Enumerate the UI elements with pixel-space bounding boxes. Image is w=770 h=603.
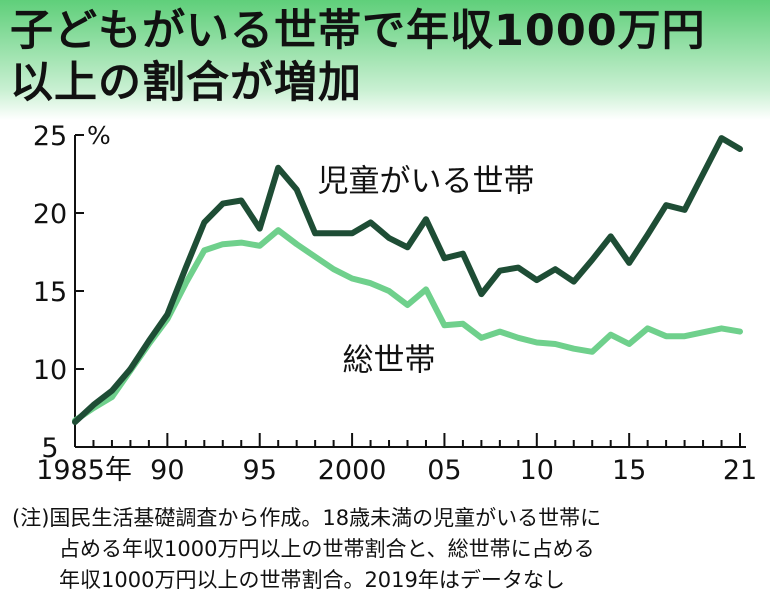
chart-axes: 5 10 15 20 25 % 1985年 90 95 2000 05 10 15 21	[33, 121, 757, 486]
series-label-all-households: 総世帯	[343, 343, 436, 379]
y-tick-label: 15	[33, 277, 67, 308]
x-tick-label: 2000	[318, 455, 387, 486]
series-label-child-households: 児童がいる世帯	[317, 164, 534, 200]
x-tick-label: 21	[723, 455, 757, 486]
footnote-line-3: 年収1000万円以上の世帯割合。2019年はデータなし	[59, 568, 565, 592]
footnote-line-2: 占める年収1000万円以上の世帯割合と、総世帯に占める	[59, 537, 595, 561]
line-chart: 5 10 15 20 25 % 1985年 90 95 2000 05 10 15 21 児童がいる世帯総…	[33, 121, 757, 486]
series-line-child-households	[72, 135, 743, 425]
series-line-all-households	[72, 227, 743, 424]
x-tick-label: 05	[427, 455, 461, 486]
footnote: (注)国民生活基礎調査から作成。18歳未満の児童がいる世帯に 占める年収1000…	[12, 503, 762, 596]
x-tick-label: 15	[612, 455, 646, 486]
y-tick-label: 20	[33, 199, 67, 230]
x-tick-label: 1985年	[36, 455, 132, 486]
chart-title-line-1: 子どもがいる世帯で年収1000万円	[10, 6, 706, 56]
x-tick-label: 10	[520, 455, 554, 486]
x-tick-label: 95	[243, 455, 277, 486]
title-banner	[0, 0, 770, 120]
y-tick-label: 10	[33, 355, 67, 386]
x-tick-label: 90	[150, 455, 184, 486]
y-axis-unit: %	[87, 121, 111, 150]
chart-series	[72, 135, 743, 425]
chart-title-line-2: 以上の割合が増加	[10, 58, 362, 108]
footnote-line-1: (注)国民生活基礎調査から作成。18歳未満の児童がいる世帯に	[12, 506, 602, 530]
y-tick-label: 5	[41, 433, 58, 464]
y-tick-label: 25	[33, 121, 67, 152]
